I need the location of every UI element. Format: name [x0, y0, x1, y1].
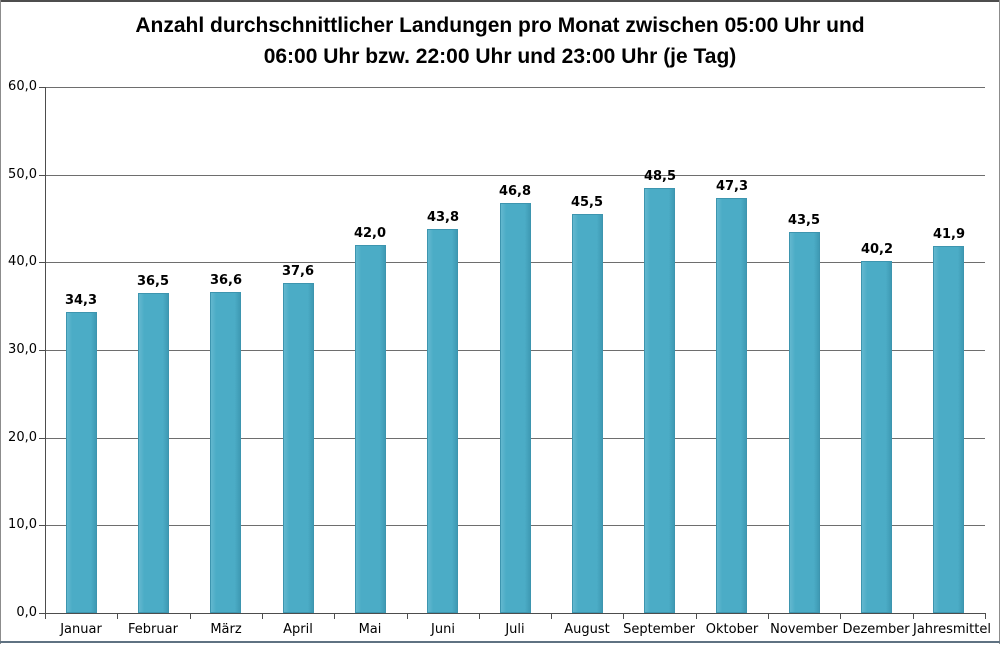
bar-value-label-juni: 43,8 — [426, 210, 460, 225]
bar-oktober — [716, 198, 747, 613]
y-axis-tick-label: 60,0 — [8, 79, 37, 94]
x-axis-tick — [913, 613, 914, 619]
gridline-50,0 — [45, 175, 985, 176]
bar-value-label-november: 43,5 — [787, 213, 821, 228]
bar-november — [789, 232, 820, 613]
bar-juni — [427, 229, 458, 613]
bar-august — [572, 214, 603, 613]
y-axis-tick-label: 10,0 — [8, 517, 37, 532]
x-axis-label-juni: Juni — [431, 622, 455, 637]
bar-value-label-jahresmittel: 41,9 — [932, 227, 966, 242]
x-axis-label-märz: März — [210, 622, 242, 637]
y-axis-line — [45, 87, 46, 613]
bar-mai — [355, 245, 386, 613]
y-axis-tick-label: 0,0 — [16, 605, 37, 620]
bar-jahresmittel — [933, 246, 964, 613]
chart-border-left — [0, 0, 1, 644]
y-axis-tick — [39, 87, 45, 88]
y-axis-tick — [39, 262, 45, 263]
x-axis-tick — [334, 613, 335, 619]
bar-januar — [66, 312, 97, 613]
bar-value-label-märz: 36,6 — [209, 273, 243, 288]
bar-value-label-oktober: 47,3 — [715, 179, 749, 194]
x-axis-label-august: August — [564, 622, 610, 637]
chart-border-bottom — [0, 641, 1000, 643]
bar-value-label-februar: 36,5 — [136, 274, 170, 289]
y-axis-tick-label: 40,0 — [8, 254, 37, 269]
bar-februar — [138, 293, 169, 613]
x-axis-tick — [117, 613, 118, 619]
bar-juli — [500, 203, 531, 613]
bar-value-label-april: 37,6 — [281, 264, 315, 279]
x-axis-label-jahresmittel: Jahresmittel — [913, 622, 991, 637]
bar-value-label-januar: 34,3 — [64, 293, 98, 308]
x-axis-tick — [623, 613, 624, 619]
bar-april — [283, 283, 314, 613]
bar-value-label-august: 45,5 — [570, 195, 604, 210]
x-axis-tick — [407, 613, 408, 619]
y-axis-tick — [39, 613, 45, 614]
x-axis-label-dezember: Dezember — [842, 622, 910, 637]
gridline-60,0 — [45, 87, 985, 88]
bar-value-label-juli: 46,8 — [498, 184, 532, 199]
chart-title-line1: Anzahl durchschnittlicher Landungen pro … — [135, 14, 865, 37]
x-axis-label-januar: Januar — [60, 622, 102, 637]
x-axis-tick — [985, 613, 986, 619]
bar-september — [644, 188, 675, 613]
y-axis-tick-label: 50,0 — [8, 167, 37, 182]
bar-value-label-september: 48,5 — [643, 169, 677, 184]
x-axis-label-juli: Juli — [505, 622, 525, 637]
x-axis-tick — [551, 613, 552, 619]
y-axis-tick-label: 30,0 — [8, 342, 37, 357]
x-axis-label-november: November — [770, 622, 838, 637]
x-axis-tick — [262, 613, 263, 619]
x-axis-tick — [768, 613, 769, 619]
y-axis-tick — [39, 525, 45, 526]
bar-märz — [210, 292, 241, 613]
bar-dezember — [861, 261, 892, 613]
x-axis-label-september: September — [623, 622, 695, 637]
x-axis-label-oktober: Oktober — [705, 622, 759, 637]
chart-border-top — [0, 0, 1000, 2]
chart-title-line2: 06:00 Uhr bzw. 22:00 Uhr und 23:00 Uhr (… — [263, 45, 737, 68]
x-axis-tick — [696, 613, 697, 619]
bar-value-label-dezember: 40,2 — [860, 242, 894, 257]
x-axis-label-april: April — [283, 622, 313, 637]
chart-title: Anzahl durchschnittlicher Landungen pro … — [0, 10, 1000, 72]
y-axis-tick — [39, 175, 45, 176]
x-axis-line — [45, 613, 985, 614]
x-axis-tick — [190, 613, 191, 619]
y-axis-tick — [39, 350, 45, 351]
x-axis-tick — [479, 613, 480, 619]
x-axis-label-mai: Mai — [358, 622, 382, 637]
y-axis-tick — [39, 438, 45, 439]
y-axis-tick-label: 20,0 — [8, 430, 37, 445]
x-axis-tick — [840, 613, 841, 619]
x-axis-label-februar: Februar — [128, 622, 178, 637]
bar-value-label-mai: 42,0 — [353, 226, 387, 241]
x-axis-tick — [45, 613, 46, 619]
